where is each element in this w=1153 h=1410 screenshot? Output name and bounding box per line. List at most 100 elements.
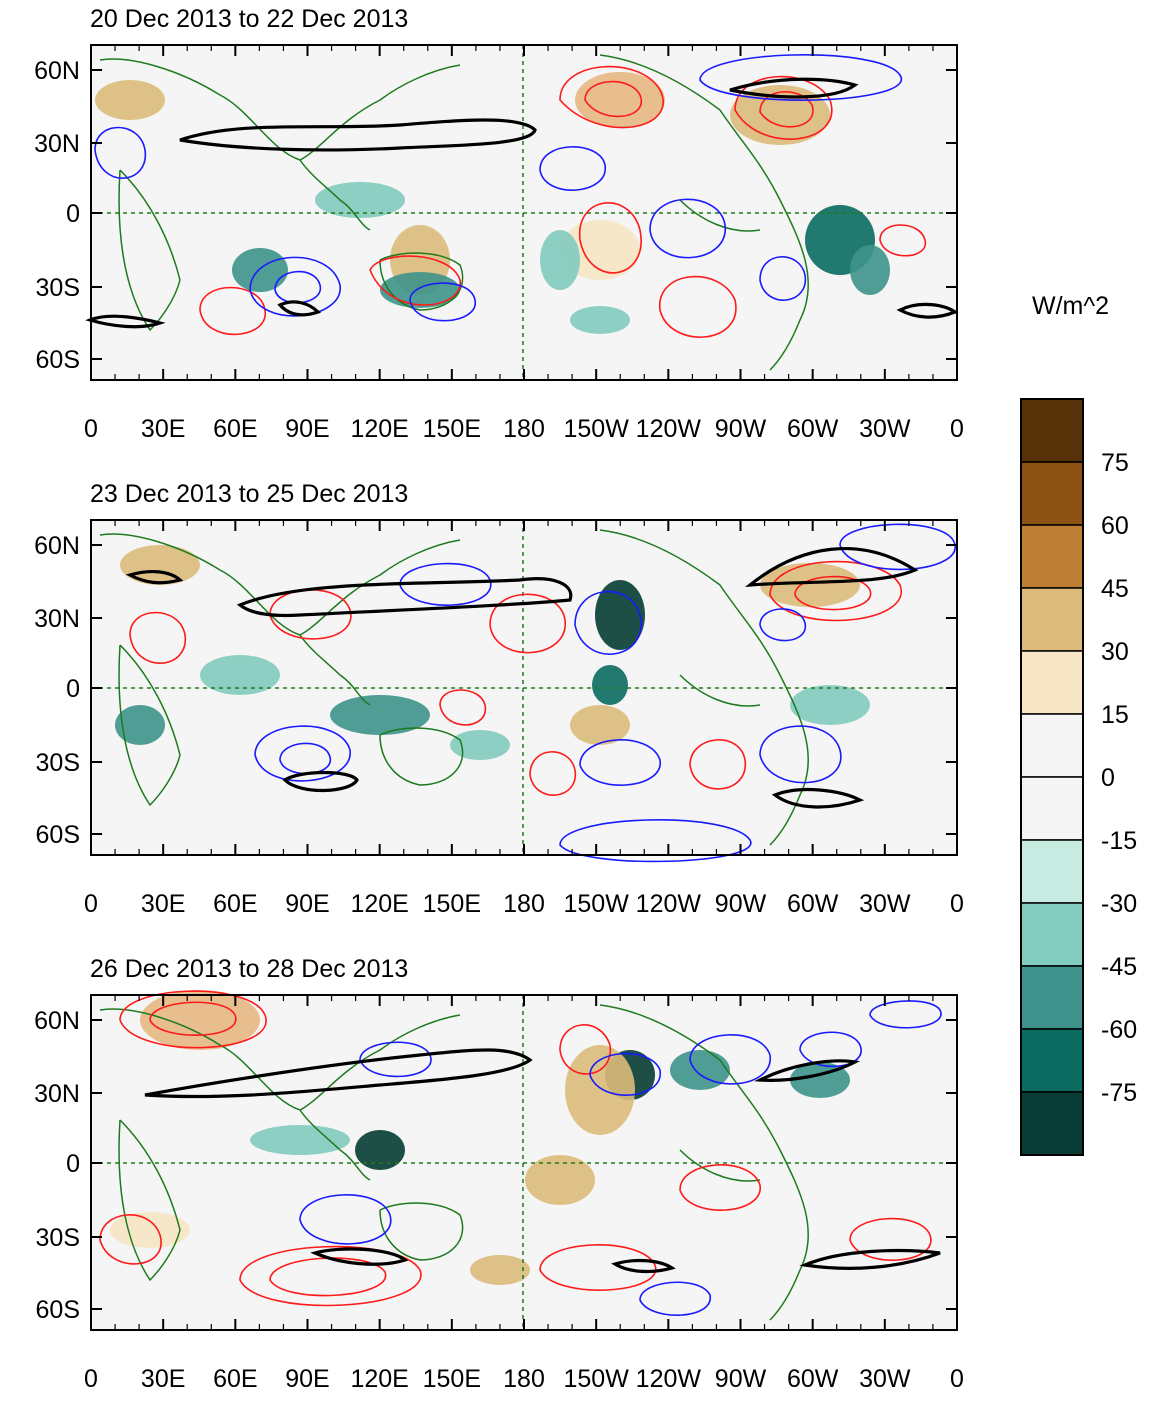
colorbar-box bbox=[1020, 524, 1084, 589]
positive-contour bbox=[439, 689, 486, 726]
colorbar-box bbox=[1020, 461, 1084, 526]
negative-contour bbox=[279, 742, 331, 775]
negative-contour bbox=[589, 1052, 661, 1096]
anomaly-shading bbox=[200, 655, 280, 695]
anomaly-shading bbox=[790, 685, 870, 725]
jet-contour bbox=[310, 1247, 409, 1266]
anomaly-shading bbox=[115, 705, 165, 745]
negative-contour bbox=[409, 282, 476, 322]
positive-contour bbox=[679, 1164, 761, 1211]
panel-2-title: 23 Dec 2013 to 25 Dec 2013 bbox=[90, 480, 409, 508]
coastline bbox=[679, 199, 761, 232]
lon-tick-label: 30W bbox=[859, 415, 911, 443]
colorbar-label: -45 bbox=[1101, 953, 1137, 981]
lat-tick-label: 30N bbox=[34, 1080, 80, 1108]
positive-contour bbox=[129, 611, 186, 664]
lon-tick-label: 60W bbox=[787, 1365, 839, 1393]
colorbar-box bbox=[1020, 713, 1084, 778]
panel-2-map: 60N 30N 0 30S 60S 0 30E 60E 90E 120E 150E 180 150W 12… bbox=[34, 519, 964, 918]
jet-contour bbox=[277, 300, 321, 317]
colorbar-label: 15 bbox=[1101, 701, 1129, 729]
lon-tick-label: 30E bbox=[141, 890, 185, 918]
positive-contour bbox=[199, 286, 266, 336]
jet-contour bbox=[744, 547, 919, 587]
coastline bbox=[99, 1008, 461, 1111]
positive-contour bbox=[539, 1244, 657, 1291]
lat-tick-label: 60N bbox=[34, 1007, 80, 1035]
lon-tick-label: 90E bbox=[285, 890, 329, 918]
anomaly-shading bbox=[670, 1050, 730, 1090]
negative-contour bbox=[574, 590, 642, 655]
lon-tick-label: 180 bbox=[503, 890, 545, 918]
positive-contour bbox=[879, 224, 926, 257]
colorbar-box bbox=[1020, 839, 1084, 904]
anomaly-shading bbox=[575, 72, 665, 128]
colorbar-box bbox=[1020, 1028, 1084, 1093]
positive-contour bbox=[269, 589, 352, 640]
colorbar-box bbox=[1020, 398, 1084, 463]
lon-tick-label: 90E bbox=[285, 415, 329, 443]
negative-contour bbox=[539, 146, 606, 191]
lon-tick-label: 120E bbox=[350, 890, 408, 918]
lon-tick-label: 0 bbox=[950, 415, 964, 443]
positive-contour bbox=[689, 739, 746, 790]
panel-3-map: 60N 30N 0 30S 60S 0 30E 60E 90E 120E 150E 180 150W 12… bbox=[34, 990, 964, 1393]
anomaly-shading bbox=[470, 1255, 530, 1285]
negative-contour bbox=[299, 1194, 392, 1245]
negative-contour bbox=[249, 256, 341, 317]
colorbar-label: 45 bbox=[1101, 575, 1129, 603]
coastline bbox=[599, 529, 809, 846]
lon-tick-label: 120E bbox=[350, 415, 408, 443]
jet-contour bbox=[799, 1248, 941, 1270]
anomaly-shading bbox=[595, 580, 645, 650]
lon-tick-label: 30E bbox=[141, 1365, 185, 1393]
lon-tick-label: 120W bbox=[636, 415, 702, 443]
lon-tick-label: 60E bbox=[213, 415, 257, 443]
lat-tick-label: 60S bbox=[36, 1296, 80, 1324]
colorbar-box bbox=[1020, 965, 1084, 1030]
lat-tick-label: 0 bbox=[66, 200, 80, 228]
colorbar-label: 0 bbox=[1101, 764, 1115, 792]
colorbar-label: 60 bbox=[1101, 512, 1129, 540]
negative-contour bbox=[639, 1281, 711, 1317]
colorbar-frame bbox=[1020, 398, 1084, 1156]
jet-contour bbox=[729, 77, 859, 99]
jet-contour bbox=[125, 569, 184, 585]
jet-contour bbox=[236, 577, 573, 618]
anomaly-shading bbox=[565, 1045, 635, 1135]
negative-contour bbox=[799, 1031, 862, 1068]
positive-contour bbox=[269, 1257, 387, 1297]
lat-tick-label: 30S bbox=[36, 749, 80, 777]
lat-tick-label: 30N bbox=[34, 130, 80, 158]
coastline bbox=[299, 159, 371, 231]
lat-tick-label: 60S bbox=[36, 821, 80, 849]
anomaly-shading bbox=[232, 248, 288, 292]
lon-tick-label: 90W bbox=[715, 415, 767, 443]
colorbar-label: -60 bbox=[1101, 1016, 1137, 1044]
positive-contour bbox=[769, 560, 902, 622]
colorbar-label: 75 bbox=[1101, 449, 1129, 477]
anomaly-shading bbox=[540, 230, 580, 290]
lon-tick-label: 30E bbox=[141, 415, 185, 443]
lon-tick-label: 60W bbox=[787, 890, 839, 918]
negative-contour bbox=[759, 256, 806, 301]
colorbar-box bbox=[1020, 776, 1084, 841]
anomaly-shading bbox=[760, 563, 860, 607]
lat-tick-label: 30N bbox=[34, 605, 80, 633]
coastline bbox=[599, 1004, 809, 1321]
lon-tick-label: 60W bbox=[787, 415, 839, 443]
lon-tick-label: 150W bbox=[564, 890, 630, 918]
positive-contour bbox=[489, 593, 566, 654]
lon-tick-label: 60E bbox=[213, 890, 257, 918]
lon-tick-label: 150W bbox=[564, 415, 630, 443]
lon-tick-label: 150E bbox=[423, 890, 481, 918]
negative-contour bbox=[649, 198, 726, 259]
jet-contour bbox=[179, 118, 537, 152]
lon-tick-label: 90W bbox=[715, 890, 767, 918]
lat-tick-label: 60S bbox=[36, 346, 80, 374]
positive-contour bbox=[849, 1217, 932, 1261]
colorbar-box bbox=[1020, 902, 1084, 967]
colorbar-label: -30 bbox=[1101, 890, 1137, 918]
lat-tick-label: 0 bbox=[66, 675, 80, 703]
anomaly-shading bbox=[380, 272, 460, 308]
